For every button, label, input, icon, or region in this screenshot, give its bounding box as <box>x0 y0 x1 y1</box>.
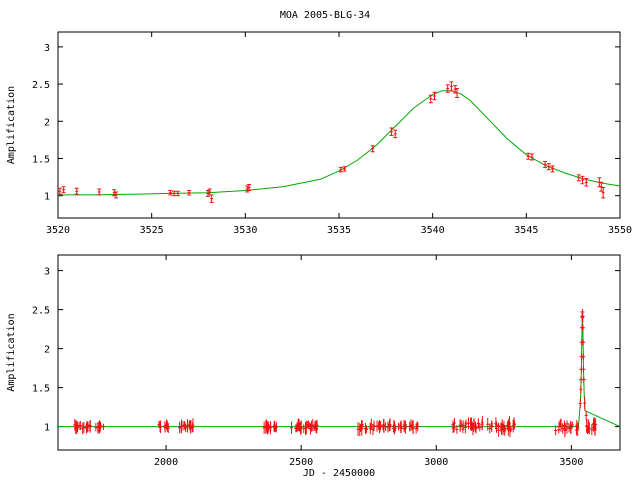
x-tick-label: 3550 <box>608 225 632 236</box>
x-tick-label: 3545 <box>514 225 538 236</box>
y-tick-label: 1.5 <box>32 154 50 165</box>
x-tick-label: 3540 <box>421 225 445 236</box>
x-tick-label: 2000 <box>154 457 178 468</box>
y-tick-label: 3 <box>44 267 50 278</box>
model-curve <box>58 90 621 196</box>
x-tick-label: 3530 <box>233 225 257 236</box>
y-tick-label: 2.5 <box>32 306 50 317</box>
x-axis-label: JD - 2450000 <box>303 468 375 479</box>
y-tick-label: 1.5 <box>32 384 50 395</box>
top-panel-zoomed-light-curve: 1 1.5 2 2.5 3 3520 3525 3530 3535 3540 3545 3550 Amp… <box>6 31 632 236</box>
figure-title: MOA 2005-BLG-34 <box>280 10 370 21</box>
y-axis-label: Amplification <box>6 313 17 391</box>
y-axis-label: Amplification <box>6 86 17 164</box>
y-tick-label: 2 <box>44 345 50 356</box>
y-tick-label: 1 <box>44 192 50 203</box>
x-tick-label: 3500 <box>559 457 583 468</box>
y-tick-label: 3 <box>44 43 50 54</box>
x-tick-label: 3525 <box>140 225 164 236</box>
x-tick-label: 3520 <box>46 225 70 236</box>
bottom-panel-full-light-curve: 1 1.5 2 2.5 3 2000 2500 3000 3500 Amplification <box>6 254 621 468</box>
plot-frame <box>57 254 621 451</box>
x-tick-label: 3000 <box>424 457 448 468</box>
x-tick-label: 3535 <box>327 225 351 236</box>
x-tick-label: 2500 <box>289 457 313 468</box>
y-tick-label: 1 <box>44 423 50 434</box>
y-tick-label: 2.5 <box>32 80 50 91</box>
y-tick-label: 2 <box>44 117 50 128</box>
